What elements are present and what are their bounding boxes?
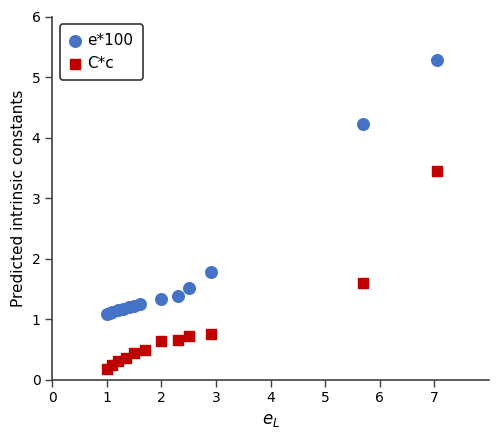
e*100	[114, 306, 122, 313]
C*c	[114, 358, 122, 365]
C*c	[103, 365, 111, 372]
e*100	[360, 121, 368, 128]
e*100	[124, 304, 132, 311]
C*c	[108, 362, 116, 369]
e*100	[158, 296, 166, 303]
e*100	[103, 311, 111, 318]
e*100	[106, 309, 114, 316]
C*c	[185, 333, 193, 340]
C*c	[141, 347, 149, 354]
C*c	[122, 355, 130, 362]
C*c	[130, 349, 138, 356]
Legend: e*100, C*c: e*100, C*c	[60, 24, 142, 80]
Y-axis label: Predicted intrinsic constants: Predicted intrinsic constants	[11, 89, 26, 307]
X-axis label: $e_L$: $e_L$	[262, 411, 280, 429]
C*c	[206, 330, 214, 337]
C*c	[174, 337, 182, 344]
e*100	[120, 305, 128, 312]
C*c	[158, 338, 166, 345]
e*100	[206, 268, 214, 275]
e*100	[185, 284, 193, 291]
C*c	[433, 168, 441, 175]
e*100	[108, 308, 116, 315]
C*c	[360, 279, 368, 286]
e*100	[174, 293, 182, 300]
e*100	[130, 302, 138, 309]
e*100	[433, 57, 441, 64]
e*100	[136, 301, 143, 308]
